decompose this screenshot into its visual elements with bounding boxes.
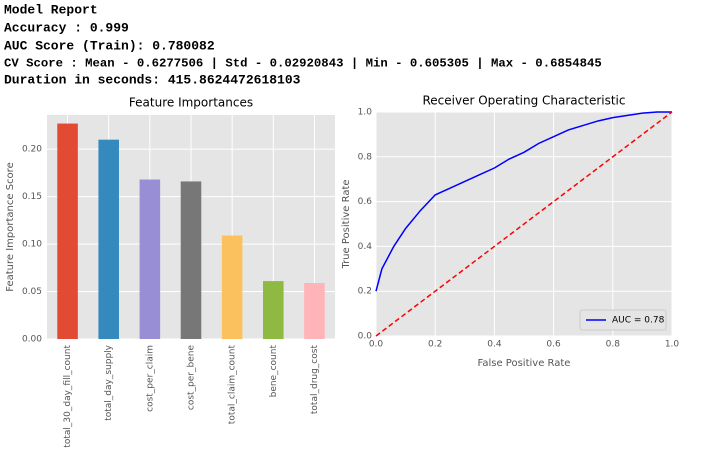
y-tick-label: 1.0 xyxy=(358,108,373,118)
bar xyxy=(180,181,202,339)
x-tick-label: 1.0 xyxy=(665,340,680,350)
y-axis-label: Feature Importance Score xyxy=(5,162,16,291)
y-tick-label: 0.8 xyxy=(358,152,373,162)
x-tick-label: 0.4 xyxy=(487,340,502,350)
bar xyxy=(57,123,78,339)
legend xyxy=(579,309,667,331)
x-tick-label: cost_per_claim xyxy=(145,345,155,412)
y-tick-label: 0.2 xyxy=(358,287,372,297)
x-tick-label: total_claim_count xyxy=(228,345,238,425)
x-tick-label: 0.8 xyxy=(606,340,621,350)
bar xyxy=(221,235,243,339)
line xyxy=(375,111,672,292)
y-tick-label: 0.05 xyxy=(22,287,42,297)
chart-title: Feature Importances xyxy=(129,96,253,110)
x-tick-label: 0.0 xyxy=(369,340,384,350)
x-tick-label: 0.6 xyxy=(546,340,561,350)
bar xyxy=(263,281,284,339)
x-tick-label: total_day_supply xyxy=(104,344,114,420)
y-tick-label: 0.6 xyxy=(358,197,373,207)
y-tick-label: 0.0 xyxy=(358,332,373,342)
x-tick-label: cost_per_bene xyxy=(187,345,197,411)
bar xyxy=(304,283,325,339)
bar xyxy=(139,179,161,339)
report-title: Model Report xyxy=(4,2,98,17)
y-tick-label: 0.4 xyxy=(358,242,373,252)
report-line: CV Score : Mean - 0.6277506 | Std - 0.02… xyxy=(4,56,602,70)
x-tick-label: 0.2 xyxy=(428,340,442,350)
x-tick-label: total_30_day_fill_count xyxy=(63,345,73,448)
x-axis-label: False Positive Rate xyxy=(478,358,571,369)
y-tick-label: 0.00 xyxy=(22,335,42,345)
y-tick-label: 0.10 xyxy=(22,240,42,250)
x-tick-label: bene_count xyxy=(269,345,279,398)
bar xyxy=(98,139,119,339)
report-line: Duration in seconds: 415.8624472618103 xyxy=(4,72,301,87)
report-line: AUC Score (Train): 0.780082 xyxy=(4,38,215,53)
legend-label: AUC = 0.78 xyxy=(612,316,665,326)
x-tick-label: total_drug_cost xyxy=(310,345,320,415)
y-tick-label: 0.15 xyxy=(22,192,42,202)
y-tick-label: 0.20 xyxy=(22,145,42,155)
y-axis-label: True Positive Rate xyxy=(341,179,352,269)
report-line: Accuracy : 0.999 xyxy=(4,20,129,35)
line xyxy=(375,111,673,337)
chart-title: Receiver Operating Characteristic xyxy=(422,94,625,108)
